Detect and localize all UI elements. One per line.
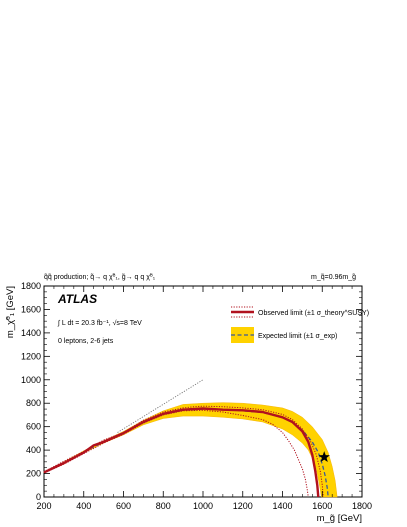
legend-observed-text: Observed limit (±1 σ_theory^SUSY)	[258, 310, 369, 317]
x-tick-label: 1800	[352, 501, 372, 511]
x-tick-label: 1400	[272, 501, 292, 511]
expected-band	[43, 402, 338, 498]
kinematic-limit-line	[117, 379, 204, 433]
legend-band-swatch	[231, 327, 254, 343]
x-tick-label: 800	[156, 501, 171, 511]
x-tick-label: 400	[76, 501, 91, 511]
expected-band-layer	[43, 402, 338, 498]
y-axis-title: m_χ̃⁰₁ [GeV]	[5, 286, 16, 338]
selection-label: 0 leptons, 2-6 jets	[58, 338, 114, 345]
y-tick-label: 800	[26, 398, 41, 408]
process-label: q̃q̃ production; q̃→ q χ̃⁰₁, g̃→ q q χ̃⁰…	[44, 273, 156, 281]
legend-expected-text: Expected limit (±1 σ_exp)	[258, 333, 337, 340]
y-tick-label: 600	[26, 422, 41, 432]
observed-limit-line	[43, 407, 320, 498]
x-tick-label: 1000	[193, 501, 213, 511]
x-tick-label: 600	[116, 501, 131, 511]
axis-ticks-layer: 200 400 600 800 1000 1200 1400 1600 180002004006…	[21, 281, 372, 511]
mass-relation-label: m_q̃=0.96m_g̃	[311, 274, 356, 281]
y-tick-label: 1600	[21, 304, 41, 314]
lumi-label: ∫ L dt = 20.3 fb⁻¹, √s=8 TeV	[57, 319, 142, 327]
x-tick-label: 1600	[312, 501, 332, 511]
limit-lines-layer	[43, 379, 330, 498]
x-tick-label: 1200	[233, 501, 253, 511]
y-tick-label: 400	[26, 445, 41, 455]
x-axis-title: m_g̃ [GeV]	[317, 513, 362, 524]
y-tick-label: 1000	[21, 375, 41, 385]
y-tick-label: 1400	[21, 328, 41, 338]
benchmark-star-marker	[318, 451, 330, 462]
legend: Observed limit (±1 σ_theory^SUSY) Expect…	[231, 306, 369, 343]
x-tick-label: 200	[36, 501, 51, 511]
y-tick-label: 1800	[21, 281, 41, 291]
y-tick-label: 200	[26, 469, 41, 479]
atlas-label: ATLAS	[57, 292, 97, 306]
y-tick-label: 1200	[21, 351, 41, 361]
y-tick-label: 0	[36, 492, 41, 502]
